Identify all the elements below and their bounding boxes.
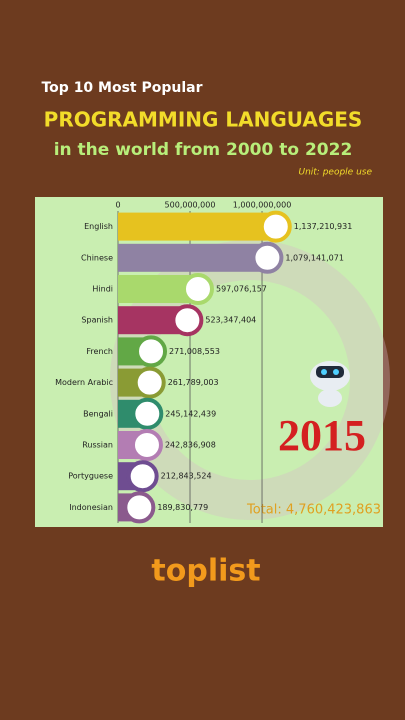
value-label: 245,142,439 <box>165 409 216 418</box>
flag <box>259 210 292 243</box>
y-tick-label: Hindi <box>92 285 113 294</box>
year-label: 2015 <box>278 411 366 460</box>
y-tick-label: Russian <box>82 441 113 450</box>
subtitle-2: in the world from 2000 to 2022 <box>54 140 353 160</box>
value-label: 261,789,003 <box>168 378 219 387</box>
value-label: 242,836,908 <box>165 441 216 450</box>
title: Top 10 Most Popular <box>41 80 202 96</box>
y-tick-label: Spanish <box>81 316 113 325</box>
bar <box>118 243 274 272</box>
value-label: 597,076,157 <box>216 285 267 294</box>
logo: toplist <box>151 554 260 589</box>
bar <box>118 212 282 241</box>
robot <box>310 361 350 407</box>
flag <box>181 273 214 305</box>
flag <box>131 397 164 430</box>
flag <box>123 491 156 524</box>
x-tick-label: 0 <box>115 201 120 210</box>
y-tick-label: Bengali <box>83 409 113 418</box>
flag <box>171 304 204 337</box>
flag <box>126 460 159 493</box>
flag <box>135 335 168 368</box>
y-tick-label: French <box>86 347 113 356</box>
y-tick-label: Portyguese <box>68 472 113 481</box>
y-tick-label: English <box>84 222 113 231</box>
value-label: 523,347,404 <box>205 316 256 325</box>
y-tick-label: Chinese <box>81 253 113 262</box>
x-tick-label: 500,000,000 <box>165 201 216 210</box>
unit-note: Unit: people use <box>298 168 372 178</box>
x-tick-label: 1,000,000,000 <box>233 201 292 210</box>
value-label: 1,079,141,071 <box>285 253 344 262</box>
subtitle: PROGRAMMING LANGUAGES <box>44 108 363 132</box>
y-tick-label: Modern Arabic <box>55 378 113 387</box>
y-tick-label: Indonesian <box>69 503 113 512</box>
flag <box>133 366 166 399</box>
flag <box>251 241 284 274</box>
total-label: Total: 4,760,423,863 <box>246 503 381 518</box>
flag <box>130 429 163 461</box>
value-label: 212,843,524 <box>161 472 212 481</box>
value-label: 271,008,553 <box>169 347 220 356</box>
value-label: 189,830,779 <box>157 503 208 512</box>
value-label: 1,137,210,931 <box>294 222 353 231</box>
